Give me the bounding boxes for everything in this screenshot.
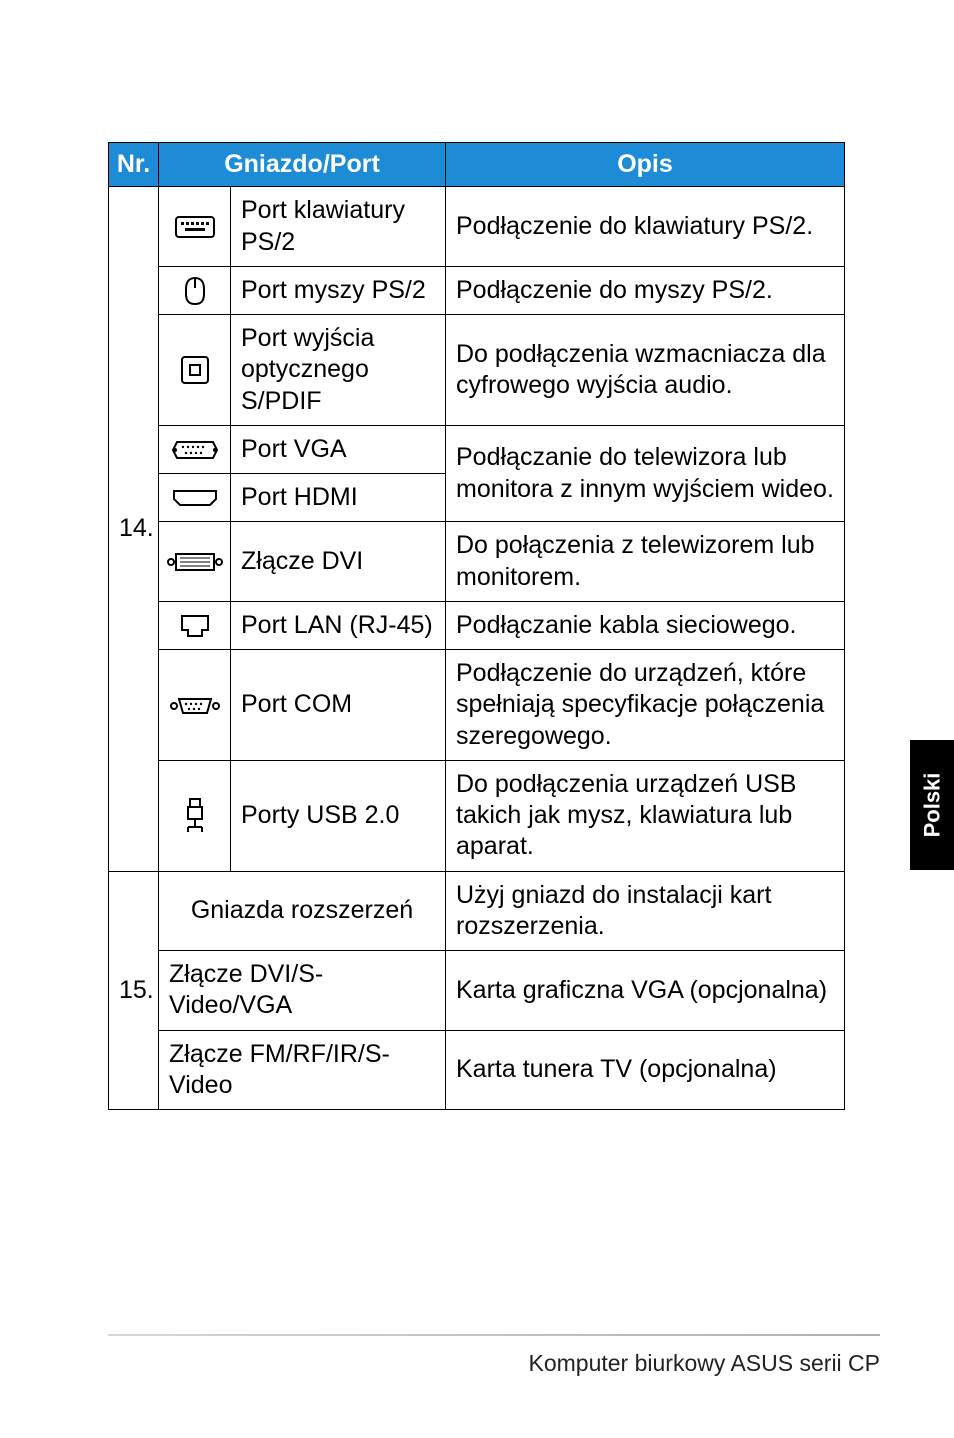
table-row: Złącze DVI Do połączenia z telewizorem l…	[109, 522, 845, 602]
port-desc: Do podłączenia urządzeń USB takich jak m…	[446, 760, 845, 871]
table-row: 15. Gniazda rozszerzeń Użyj gniazd do in…	[109, 871, 845, 951]
port-name: Gniazda rozszerzeń	[159, 871, 446, 951]
port-name: Port klawiatury PS/2	[231, 187, 446, 267]
lan-icon	[178, 612, 212, 640]
icon-cell	[159, 266, 231, 314]
port-desc: Użyj gniazd do instalacji kart rozszerze…	[446, 871, 845, 951]
mouse-icon	[184, 276, 206, 306]
table-row: Złącze DVI/S-Video/VGA Karta graficzna V…	[109, 951, 845, 1031]
table-row: Port LAN (RJ-45) Podłączanie kabla sieci…	[109, 601, 845, 649]
port-desc: Do podłączenia wzmacniacza dla cyfrowego…	[446, 315, 845, 426]
usb-icon	[180, 797, 210, 835]
group-nr-15: 15.	[109, 871, 159, 1110]
icon-cell	[159, 760, 231, 871]
port-desc: Podłączanie do telewizora lub monitora z…	[446, 425, 845, 522]
language-tab: Polski	[910, 740, 954, 870]
table-row: 14. Port klawiatury PS/2 Podłączenie do …	[109, 187, 845, 267]
keyboard-icon	[175, 216, 215, 238]
port-name: Port myszy PS/2	[231, 266, 446, 314]
table-row: Złącze FM/RF/IR/S-Video Karta tunera TV …	[109, 1030, 845, 1110]
port-desc: Podłączenie do urządzeń, które spełniają…	[446, 650, 845, 761]
port-name: Port wyjścia optycznego S/PDIF	[231, 315, 446, 426]
dvi-icon	[166, 551, 224, 573]
port-name: Port COM	[231, 650, 446, 761]
icon-cell	[159, 474, 231, 522]
table-row: Port wyjścia optycznego S/PDIF Do podłąc…	[109, 315, 845, 426]
icon-cell	[159, 187, 231, 267]
port-name: Port VGA	[231, 425, 446, 473]
footer-divider	[108, 1334, 880, 1336]
table-row: Port myszy PS/2 Podłączenie do myszy PS/…	[109, 266, 845, 314]
port-desc: Karta tunera TV (opcjonalna)	[446, 1030, 845, 1110]
port-name: Złącze DVI/S-Video/VGA	[159, 951, 446, 1031]
col-header-nr: Nr.	[109, 143, 159, 187]
port-desc: Podłączenie do klawiatury PS/2.	[446, 187, 845, 267]
port-name: Port LAN (RJ-45)	[231, 601, 446, 649]
serial-port-icon	[169, 695, 221, 717]
port-name: Złącze FM/RF/IR/S-Video	[159, 1030, 446, 1110]
col-header-port: Gniazdo/Port	[159, 143, 446, 187]
ports-table: Nr. Gniazdo/Port Opis 14. Port klawiatur…	[108, 142, 845, 1110]
group-nr-14: 14.	[109, 187, 159, 871]
footer-text: Komputer biurkowy ASUS serii CP	[528, 1350, 880, 1377]
hdmi-icon	[172, 489, 218, 507]
port-desc: Karta graficzna VGA (opcjonalna)	[446, 951, 845, 1031]
icon-cell	[159, 425, 231, 473]
col-header-desc: Opis	[446, 143, 845, 187]
port-name: Porty USB 2.0	[231, 760, 446, 871]
icon-cell	[159, 315, 231, 426]
table-row: Port VGA Podłączanie do telewizora lub m…	[109, 425, 845, 473]
table-row: Porty USB 2.0 Do podłączenia urządzeń US…	[109, 760, 845, 871]
language-tab-label: Polski	[919, 773, 945, 838]
port-name: Port HDMI	[231, 474, 446, 522]
spdif-icon	[179, 354, 211, 386]
port-desc: Podłączanie kabla sieciowego.	[446, 601, 845, 649]
icon-cell	[159, 522, 231, 602]
port-desc: Do połączenia z telewizorem lub monitore…	[446, 522, 845, 602]
port-desc: Podłączenie do myszy PS/2.	[446, 266, 845, 314]
table-row: Port COM Podłączenie do urządzeń, które …	[109, 650, 845, 761]
port-name: Złącze DVI	[231, 522, 446, 602]
vga-icon	[171, 439, 219, 461]
table-header-row: Nr. Gniazdo/Port Opis	[109, 143, 845, 187]
icon-cell	[159, 601, 231, 649]
icon-cell	[159, 650, 231, 761]
